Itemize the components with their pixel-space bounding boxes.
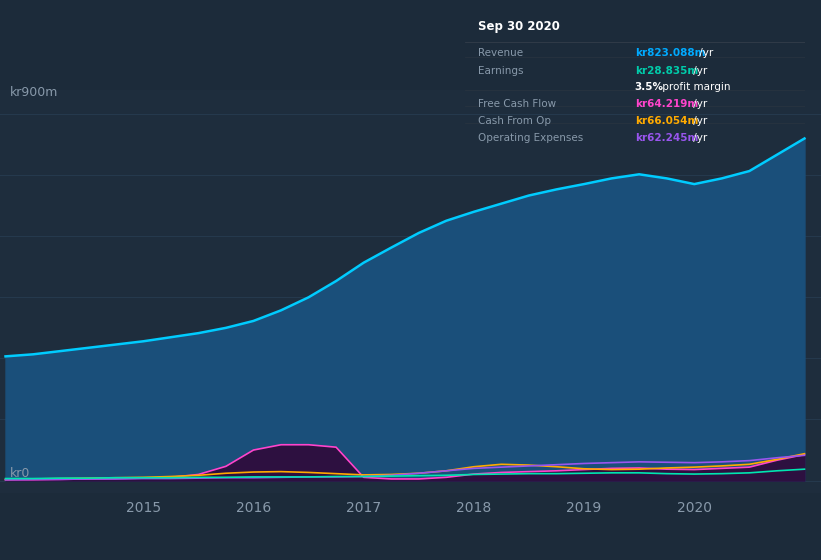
Text: Operating Expenses: Operating Expenses (479, 133, 584, 143)
Text: Sep 30 2020: Sep 30 2020 (479, 20, 560, 33)
Text: /yr: /yr (690, 116, 707, 126)
Text: profit margin: profit margin (659, 82, 731, 91)
Text: 3.5%: 3.5% (635, 82, 663, 91)
Text: /yr: /yr (690, 100, 707, 109)
Text: kr900m: kr900m (10, 86, 58, 99)
Text: kr64.219m: kr64.219m (635, 100, 698, 109)
Text: kr28.835m: kr28.835m (635, 66, 698, 76)
Text: Cash From Op: Cash From Op (479, 116, 551, 126)
Text: Free Cash Flow: Free Cash Flow (479, 100, 557, 109)
Text: kr823.088m: kr823.088m (635, 48, 705, 58)
Text: kr62.245m: kr62.245m (635, 133, 698, 143)
Text: kr0: kr0 (10, 466, 30, 480)
Text: Revenue: Revenue (479, 48, 524, 58)
Text: Earnings: Earnings (479, 66, 524, 76)
Text: /yr: /yr (690, 133, 707, 143)
Text: /yr: /yr (696, 48, 713, 58)
Text: /yr: /yr (690, 66, 707, 76)
Text: kr66.054m: kr66.054m (635, 116, 698, 126)
